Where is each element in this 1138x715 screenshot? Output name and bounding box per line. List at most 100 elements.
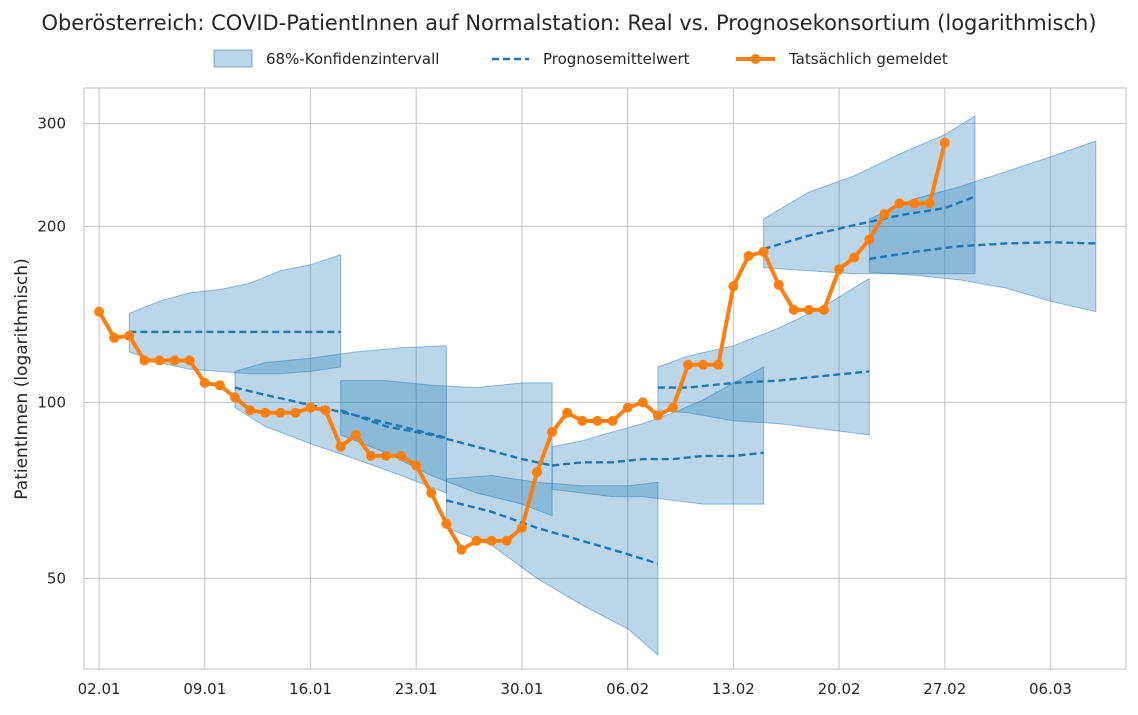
actual-point bbox=[516, 522, 527, 533]
actual-point bbox=[471, 535, 482, 546]
actual-point bbox=[94, 306, 105, 317]
actual-point bbox=[532, 467, 542, 478]
actual-point bbox=[622, 402, 633, 413]
actual-point bbox=[214, 380, 225, 391]
y-axis-label: PatientInnen (logarithmisch) bbox=[12, 258, 32, 499]
actual-point bbox=[109, 332, 120, 343]
forecast-line bbox=[657, 370, 870, 389]
actual-point bbox=[501, 535, 512, 546]
actual-point bbox=[894, 198, 905, 209]
actual-point bbox=[396, 450, 407, 461]
y-tick-label: 50 bbox=[47, 569, 66, 587]
grid bbox=[84, 88, 1126, 669]
legend-label-actual: Tatsächlich gemeldet bbox=[788, 50, 948, 68]
x-tick-label: 06.03 bbox=[1029, 680, 1072, 698]
actual-point bbox=[184, 355, 195, 366]
x-tick-label: 13.02 bbox=[712, 680, 755, 698]
actual-point bbox=[381, 450, 391, 461]
legend-label-band: 68%-Konfidenzintervall bbox=[266, 50, 439, 68]
x-tick-label: 02.01 bbox=[78, 680, 121, 698]
actual-point bbox=[607, 415, 618, 426]
actual-point bbox=[652, 410, 663, 421]
actual-point bbox=[456, 544, 467, 555]
actual-point bbox=[924, 198, 935, 209]
actual-point bbox=[683, 359, 694, 370]
actual-point bbox=[909, 198, 920, 209]
actual-point bbox=[290, 407, 301, 418]
x-tick-label: 23.01 bbox=[395, 680, 438, 698]
actual-point bbox=[864, 234, 875, 245]
actual-point bbox=[698, 359, 709, 370]
actual-point bbox=[320, 405, 331, 416]
forecast-line bbox=[763, 195, 976, 251]
actual-point bbox=[245, 405, 256, 416]
actual-point bbox=[350, 429, 361, 440]
confidence-band bbox=[551, 366, 765, 505]
confidence-band bbox=[657, 277, 870, 436]
actual-point bbox=[637, 397, 648, 408]
forecast-line bbox=[340, 409, 553, 467]
forecast-line bbox=[869, 240, 1096, 261]
confidence-band bbox=[445, 474, 659, 656]
x-tick-label: 20.02 bbox=[818, 680, 861, 698]
actual-point bbox=[562, 407, 573, 418]
x-tick-label: 27.02 bbox=[923, 680, 966, 698]
actual-point bbox=[305, 402, 316, 413]
forecast-lines bbox=[129, 195, 1096, 565]
confidence-band bbox=[128, 253, 342, 375]
actual-point bbox=[124, 330, 135, 341]
actual-point bbox=[275, 407, 286, 418]
confidence-band bbox=[763, 115, 976, 275]
forecast-line bbox=[551, 451, 764, 467]
actual-point bbox=[441, 518, 452, 529]
actual-point bbox=[849, 252, 860, 263]
actual-point bbox=[803, 304, 814, 315]
actual-point bbox=[169, 355, 180, 366]
actual-point bbox=[773, 279, 784, 290]
y-tick-label: 100 bbox=[37, 393, 66, 411]
actual-point bbox=[879, 209, 890, 220]
actual-point bbox=[154, 355, 165, 366]
actual-point bbox=[728, 281, 739, 292]
actual-point bbox=[260, 407, 271, 418]
legend-label-forecast: Prognosemittelwert bbox=[543, 50, 690, 68]
actual-point bbox=[758, 246, 769, 257]
legend-actual-swatch-marker bbox=[750, 54, 761, 64]
actual-point bbox=[486, 535, 497, 546]
y-tick-label: 200 bbox=[37, 217, 66, 235]
chart-title: Oberösterreich: COVID-PatientInnen auf N… bbox=[41, 11, 1096, 35]
x-tick-label: 09.01 bbox=[183, 680, 226, 698]
actual-point bbox=[668, 402, 678, 413]
legend-band-swatch bbox=[213, 49, 253, 68]
forecast-line bbox=[234, 386, 447, 439]
confidence-bands bbox=[128, 115, 1097, 656]
x-tick-labels: 02.01 09.01 16.01 23.01 30.01 06.02 13.02 20.02… bbox=[78, 680, 1072, 698]
actual-point bbox=[939, 137, 950, 148]
plot-frame bbox=[83, 87, 1127, 670]
confidence-band bbox=[868, 140, 1097, 313]
actual-point bbox=[547, 427, 558, 437]
actual-point bbox=[139, 355, 150, 366]
actual-point bbox=[834, 264, 845, 275]
actual-point bbox=[230, 392, 240, 403]
actual-point bbox=[199, 377, 210, 388]
x-tick-label: 30.01 bbox=[500, 680, 543, 698]
actual-point bbox=[743, 251, 754, 261]
y-tick-label: 300 bbox=[37, 114, 66, 132]
actual-point bbox=[411, 460, 422, 471]
actual-point bbox=[819, 304, 829, 315]
actual-point bbox=[335, 441, 346, 452]
forecast-line bbox=[446, 499, 659, 565]
actual-point bbox=[365, 450, 376, 461]
x-tick-label: 16.01 bbox=[289, 680, 332, 698]
actual-point bbox=[577, 415, 588, 426]
actual-point bbox=[426, 488, 437, 498]
actual-point bbox=[592, 415, 603, 426]
x-tick-label: 06.02 bbox=[606, 680, 649, 698]
legend: 68%-Konfidenzintervall Prognosemittelwer… bbox=[213, 49, 948, 68]
y-tick-labels: 50 100 200 300 bbox=[37, 114, 66, 587]
actual-point bbox=[713, 359, 724, 370]
actual-series bbox=[94, 137, 950, 555]
